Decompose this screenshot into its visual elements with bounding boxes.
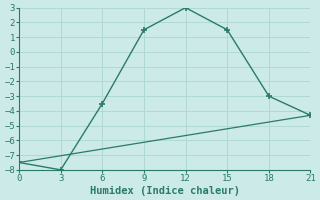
X-axis label: Humidex (Indice chaleur): Humidex (Indice chaleur) [90, 186, 240, 196]
